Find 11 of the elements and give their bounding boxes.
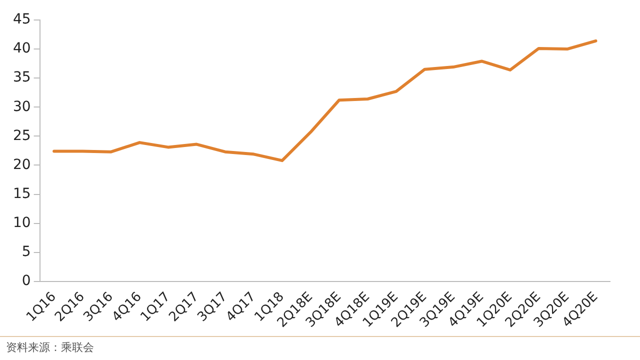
y-tick-label: 40 (12, 40, 31, 57)
y-tick-label: 20 (12, 156, 31, 173)
y-tick-label: 25 (12, 128, 31, 144)
y-tick-label: 0 (22, 273, 31, 290)
text: 资料来源：乘联会 (0, 336, 640, 358)
y-tick-label: 45 (12, 12, 31, 28)
y-tick-label: 35 (12, 70, 31, 86)
y-tick-label: 10 (12, 214, 31, 231)
y-tick-label: 15 (12, 186, 31, 202)
y-tick-label: 30 (12, 98, 31, 115)
y-tick-label: 5 (22, 244, 31, 260)
